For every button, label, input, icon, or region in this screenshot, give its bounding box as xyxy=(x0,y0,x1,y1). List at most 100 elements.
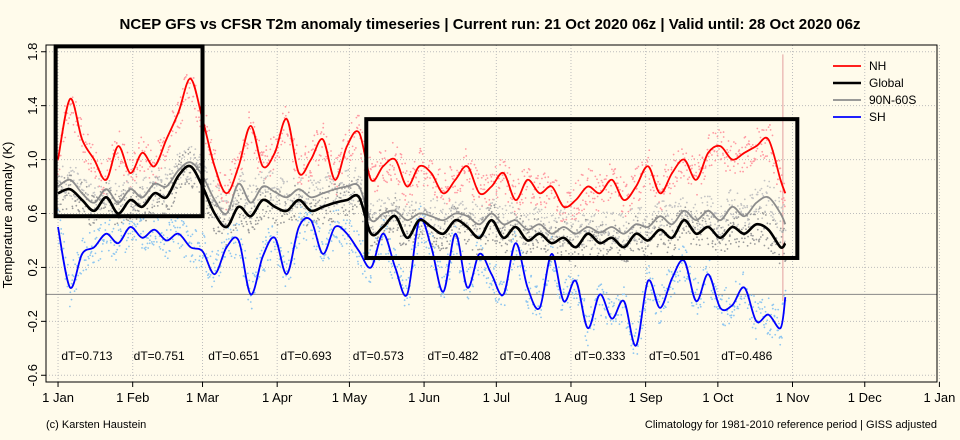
daily-dot xyxy=(87,264,90,267)
daily-dot xyxy=(682,153,684,155)
daily-dot xyxy=(72,259,75,261)
daily-dot xyxy=(404,199,407,201)
daily-dot xyxy=(641,327,644,330)
x-tick-label: 1 Dec xyxy=(848,390,882,405)
daily-dot xyxy=(678,202,680,205)
daily-dot xyxy=(690,210,692,213)
daily-dot xyxy=(566,301,569,304)
daily-dot xyxy=(644,309,647,312)
daily-dot xyxy=(731,231,733,233)
daily-dot xyxy=(276,200,278,203)
daily-dot xyxy=(147,144,150,146)
daily-dot xyxy=(734,238,736,241)
daily-dot xyxy=(445,273,447,276)
daily-dot xyxy=(627,193,630,196)
daily-dot xyxy=(736,205,739,207)
daily-dot xyxy=(543,172,546,175)
daily-dot xyxy=(484,235,486,238)
daily-dot xyxy=(329,181,332,183)
daily-dot xyxy=(441,242,443,245)
daily-dot xyxy=(379,162,382,165)
daily-dot xyxy=(280,143,283,146)
daily-dot xyxy=(401,284,403,286)
daily-dot xyxy=(348,210,351,213)
daily-dot xyxy=(748,222,751,225)
daily-dot xyxy=(206,177,209,180)
daily-dot xyxy=(214,204,217,206)
daily-dot xyxy=(740,298,743,300)
daily-dot xyxy=(271,187,274,190)
daily-dot xyxy=(211,216,214,219)
daily-dot xyxy=(319,132,322,135)
daily-dot xyxy=(542,278,545,281)
daily-dot xyxy=(204,242,207,244)
daily-dot xyxy=(539,230,542,232)
daily-dot xyxy=(533,195,535,198)
daily-dot xyxy=(519,203,522,206)
daily-dot xyxy=(714,285,717,288)
daily-dot xyxy=(770,250,773,253)
daily-dot xyxy=(509,173,512,176)
daily-dot xyxy=(280,186,283,189)
daily-dot xyxy=(609,248,612,251)
daily-dot xyxy=(760,143,763,146)
daily-dot xyxy=(622,216,625,219)
daily-dot xyxy=(325,243,328,246)
daily-dot xyxy=(130,205,133,208)
daily-dot xyxy=(270,250,273,253)
daily-dot xyxy=(493,198,495,201)
daily-dot xyxy=(598,238,601,241)
daily-dot xyxy=(501,179,504,182)
daily-dot xyxy=(520,198,523,201)
daily-dot xyxy=(304,145,307,148)
daily-dot xyxy=(158,175,161,178)
daily-dot xyxy=(307,180,310,182)
daily-dot xyxy=(632,352,635,355)
dt-labels: dT=0.713 dT=0.751 dT=0.651 dT=0.693 dT=0.573… xyxy=(61,349,772,363)
daily-dot xyxy=(229,252,232,255)
daily-dot xyxy=(757,302,759,305)
daily-dot xyxy=(94,177,97,179)
daily-dot xyxy=(701,156,704,159)
daily-dot xyxy=(434,191,436,194)
daily-dot xyxy=(360,264,363,267)
daily-dot xyxy=(119,162,122,165)
daily-dot xyxy=(464,148,467,150)
daily-dot xyxy=(194,176,197,179)
daily-dot xyxy=(243,217,246,220)
daily-dot xyxy=(218,187,220,190)
daily-dot xyxy=(217,254,220,256)
daily-dot xyxy=(501,207,504,210)
daily-dot xyxy=(750,316,753,319)
daily-dot xyxy=(225,208,228,211)
dt-label: dT=0.333 xyxy=(574,349,625,363)
daily-dot xyxy=(677,238,679,241)
daily-dot xyxy=(75,288,78,291)
daily-dot xyxy=(571,253,574,255)
daily-dot xyxy=(417,244,420,247)
daily-dot xyxy=(435,185,438,188)
daily-dot xyxy=(660,310,662,313)
daily-dot xyxy=(491,239,494,241)
daily-dot xyxy=(488,198,491,201)
daily-dot xyxy=(335,193,338,196)
daily-dot xyxy=(179,96,182,99)
daily-dot xyxy=(324,253,327,256)
daily-dot xyxy=(163,136,166,139)
daily-dot xyxy=(143,191,146,194)
daily-dot xyxy=(314,159,317,162)
daily-dot xyxy=(281,132,284,135)
daily-dot xyxy=(758,240,760,243)
daily-dot xyxy=(371,162,373,165)
daily-dot xyxy=(623,244,626,246)
daily-dot xyxy=(598,185,601,188)
daily-dot xyxy=(495,190,498,193)
daily-dot xyxy=(158,245,161,248)
daily-dot xyxy=(546,233,549,235)
daily-dot xyxy=(621,306,624,309)
daily-dot xyxy=(540,309,543,311)
daily-dot xyxy=(395,199,398,202)
daily-dot xyxy=(327,172,329,174)
daily-dot xyxy=(390,274,393,276)
daily-dot xyxy=(449,165,452,168)
